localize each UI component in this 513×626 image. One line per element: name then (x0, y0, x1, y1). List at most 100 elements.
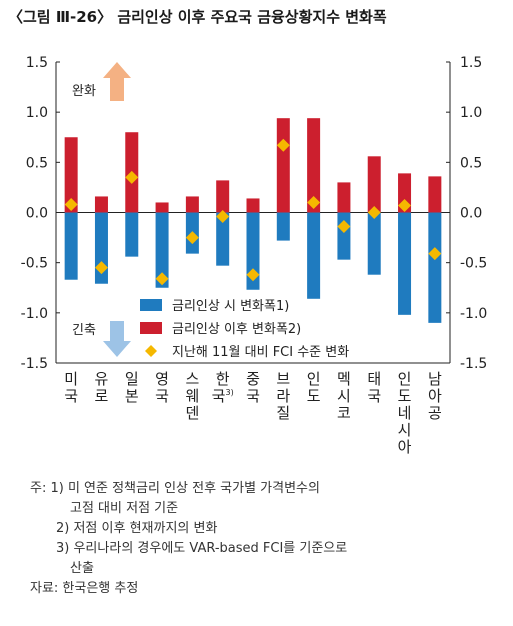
legend-label-0: 금리인상 시 변화폭1) (172, 299, 289, 314)
legend-label-2: 지난해 11월 대비 FCI 수준 변화 (172, 345, 349, 360)
fci-marker-12 (428, 247, 442, 261)
x-label-10-1: 국 (367, 387, 381, 405)
x-label-1-1: 로 (95, 387, 109, 405)
fci-marker-3 (155, 272, 169, 286)
x-label-6-1: 국 (246, 387, 260, 405)
bar-post-0 (64, 137, 78, 213)
bar-post-4 (185, 196, 199, 213)
x-label-11-1: 도 (398, 387, 412, 405)
y-tick-label-left: 1.5 (26, 55, 48, 71)
y-tick-label-right: 1.0 (460, 105, 482, 121)
x-label-10-0: 태 (367, 370, 381, 388)
y-tick-label-left: 0.0 (26, 206, 48, 222)
x-label-5-0: 한 (216, 370, 230, 388)
x-label-0-0: 미 (64, 370, 78, 388)
y-tick-label-left: 1.0 (26, 105, 48, 121)
x-label-5-1: 국3) (212, 387, 234, 405)
bar-post-10 (367, 156, 381, 213)
bar-hike-12 (428, 212, 442, 323)
x-label-3-1: 국 (155, 387, 169, 405)
tighten-arrow (103, 321, 131, 357)
y-tick-label-right: 0.5 (460, 155, 482, 171)
x-label-9-0: 멕 (337, 370, 351, 388)
ease-label: 완화 (72, 84, 96, 99)
fci-marker-2 (125, 170, 139, 184)
x-label-9-1: 시 (337, 387, 351, 405)
x-label-1-0: 유 (95, 370, 109, 388)
source-note: 자료: 한국은행 추정 (30, 581, 139, 596)
chart-notes: 주: 1) 미 연준 정책금리 인상 전후 국가별 가격변수의 고점 대비 저점… (30, 479, 347, 599)
bar-hike-10 (367, 212, 381, 275)
fci-marker-10 (367, 206, 381, 219)
y-tick-label-left: -1.5 (21, 356, 48, 372)
fci-marker-7 (276, 138, 290, 152)
y-tick-label-right: -1.0 (460, 306, 487, 322)
bar-post-3 (155, 202, 169, 213)
fci-marker-8 (307, 195, 321, 209)
fci-marker-0 (64, 197, 78, 211)
tighten-label: 긴축 (72, 323, 96, 338)
bar-post-8 (307, 118, 321, 213)
y-tick-label-left: 0.5 (26, 155, 48, 171)
x-label-4-0: 스 (185, 370, 199, 388)
bar-hike-11 (398, 212, 412, 315)
x-label-7-1: 라 (276, 387, 290, 405)
fci-marker-11 (398, 198, 412, 212)
y-tick-label-left: -1.0 (21, 306, 48, 322)
bar-chart: 1.5 1.0 0.5 0.0 -0.5 -1.0 -1.5 1.5 1.0 0.5 0.0 -0.… (21, 55, 488, 456)
x-label-4-2: 덴 (185, 404, 199, 422)
bar-post-5 (216, 180, 230, 213)
bar-hike-6 (246, 212, 260, 290)
fci-marker-4 (185, 231, 199, 245)
bar-post-12 (428, 176, 442, 213)
x-label-12-1: 아 (428, 387, 442, 405)
note-2: 2) 저점 이후 현재까지의 변화 (56, 521, 218, 536)
legend-swatch-2 (145, 345, 157, 357)
note-1: 주: 1) 미 연준 정책금리 인상 전후 국가별 가격변수의 (30, 481, 320, 496)
note-3-cont: 산출 (70, 561, 94, 576)
x-label-2-0: 일 (125, 370, 139, 388)
y-tick-label-right: -0.5 (460, 256, 487, 272)
x-label-3-0: 영 (155, 370, 169, 388)
x-label-6-0: 중 (246, 370, 260, 388)
x-label-2-1: 본 (125, 387, 139, 405)
x-label-8-0: 인 (307, 370, 321, 388)
bar-hike-2 (125, 212, 139, 257)
fci-marker-1 (94, 261, 108, 275)
fci-marker-9 (337, 220, 351, 234)
legend-label-1: 금리인상 이후 변화폭2) (172, 322, 301, 337)
y-tick-label-right: 0.0 (460, 206, 482, 222)
x-label-7-2: 질 (276, 404, 290, 422)
y-tick-label-right: -1.5 (460, 356, 487, 372)
x-label-8-1: 도 (307, 387, 321, 405)
x-label-11-3: 시 (398, 421, 412, 439)
note-3: 3) 우리나라의 경우에도 VAR-based FCI를 기준으로 (56, 541, 348, 556)
x-label-0-1: 국 (64, 387, 78, 405)
ease-arrow (103, 62, 131, 101)
bar-post-6 (246, 198, 260, 213)
x-label-9-2: 코 (337, 404, 351, 422)
y-tick-label-right: 1.5 (460, 55, 482, 71)
legend-swatch-0 (140, 299, 162, 311)
bar-hike-5 (216, 212, 230, 266)
y-tick-label-left: -0.5 (21, 256, 48, 272)
x-label-12-2: 공 (428, 404, 442, 422)
bar-post-9 (337, 182, 351, 213)
bar-hike-9 (337, 212, 351, 260)
x-label-7-0: 브 (276, 370, 290, 388)
x-label-11-0: 인 (398, 370, 412, 388)
bar-post-1 (94, 196, 108, 213)
legend-swatch-1 (140, 322, 162, 334)
fci-marker-5 (216, 210, 230, 224)
chart-title: 〈그림 Ⅲ-26〉 금리인상 이후 주요국 금융상황지수 변화폭 (8, 8, 387, 26)
bar-hike-0 (64, 212, 78, 280)
bar-hike-3 (155, 212, 169, 288)
bar-hike-7 (276, 212, 290, 241)
x-label-4-1: 웨 (185, 387, 199, 405)
x-label-12-0: 남 (428, 370, 442, 388)
fci-marker-6 (246, 268, 260, 282)
note-1-cont: 고점 대비 저점 기준 (70, 501, 179, 516)
bar-post-7 (276, 118, 290, 213)
x-label-11-2: 네 (398, 404, 412, 422)
bar-hike-8 (307, 212, 321, 299)
